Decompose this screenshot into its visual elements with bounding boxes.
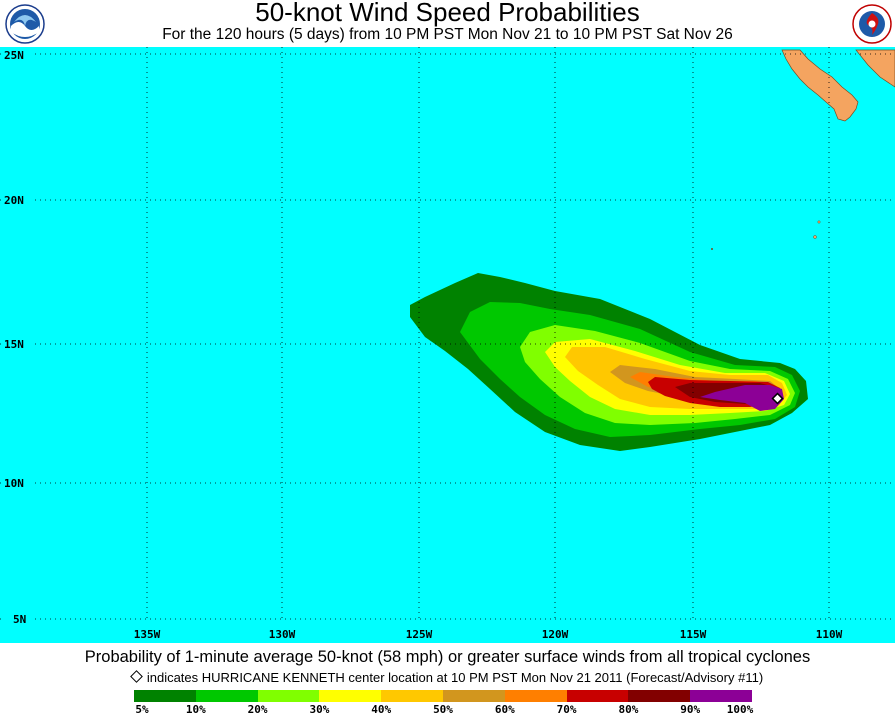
lon-label: 130W [269,628,296,641]
legend-label: 20% [247,703,268,716]
legend-label: 90% [680,703,701,716]
storm-note-text: indicates HURRICANE KENNETH center locat… [146,670,764,685]
graticule [0,47,895,620]
legend-swatch [134,690,197,702]
legend-swatch [504,690,568,702]
probability-map: 25N 20N 15N 10N 5N 135W 130W 125W 120W 1… [0,47,895,643]
lon-label: 125W [406,628,433,641]
legend-label: 30% [309,703,330,716]
legend-label: 80% [618,703,639,716]
baja-california-land [781,49,859,122]
map-caption: Probability of 1-minute average 50-knot … [84,648,811,666]
island [817,220,821,224]
contour-100pct [700,385,784,411]
latitude-labels: 25N 20N 15N 10N 5N [3,48,33,627]
legend-swatch [257,690,320,702]
lon-label: 115W [680,628,707,641]
legend-label: 50% [433,703,453,716]
storm-note: indicates HURRICANE KENNETH center locat… [0,670,895,685]
lat-label: 25N [4,49,24,62]
diamond-icon [129,670,143,683]
lat-label: 15N [4,338,24,351]
lon-label: 110W [816,628,843,641]
color-legend: 5% 10% 20% 30% 40% 50% 60% 70% 80% 90% 100% [0,690,895,716]
legend-swatch [566,690,629,702]
nws-logo-icon [852,4,892,44]
legend-label: 5% [135,703,149,716]
legend-swatch [443,690,506,702]
legend-swatch [195,690,259,702]
noaa-logo-icon [5,4,45,44]
storm-center-diamond-icon [771,392,784,405]
legend-label: 60% [494,703,515,716]
page-title: 50-knot Wind Speed Probabilities [255,0,640,27]
probability-contours [410,273,808,451]
legend-label: 70% [556,703,577,716]
island [813,235,817,239]
page-subtitle: For the 120 hours (5 days) from 10 PM PS… [162,26,733,43]
lat-label: 10N [4,477,24,490]
longitude-labels: 135W 130W 125W 120W 115W 110W [127,627,849,641]
legend-swatch [690,690,753,702]
island [711,248,713,250]
legend-swatch [628,690,691,702]
lon-label: 120W [542,628,569,641]
legend-label: 100% [726,703,754,716]
mainland-mexico-land [855,49,895,88]
legend-swatch [319,690,382,702]
lat-label: 5N [13,613,26,626]
lat-label: 20N [4,194,24,207]
legend-label: 10% [185,703,206,716]
legend-swatch [381,690,444,702]
legend-label: 40% [371,703,392,716]
lon-label: 135W [134,628,161,641]
